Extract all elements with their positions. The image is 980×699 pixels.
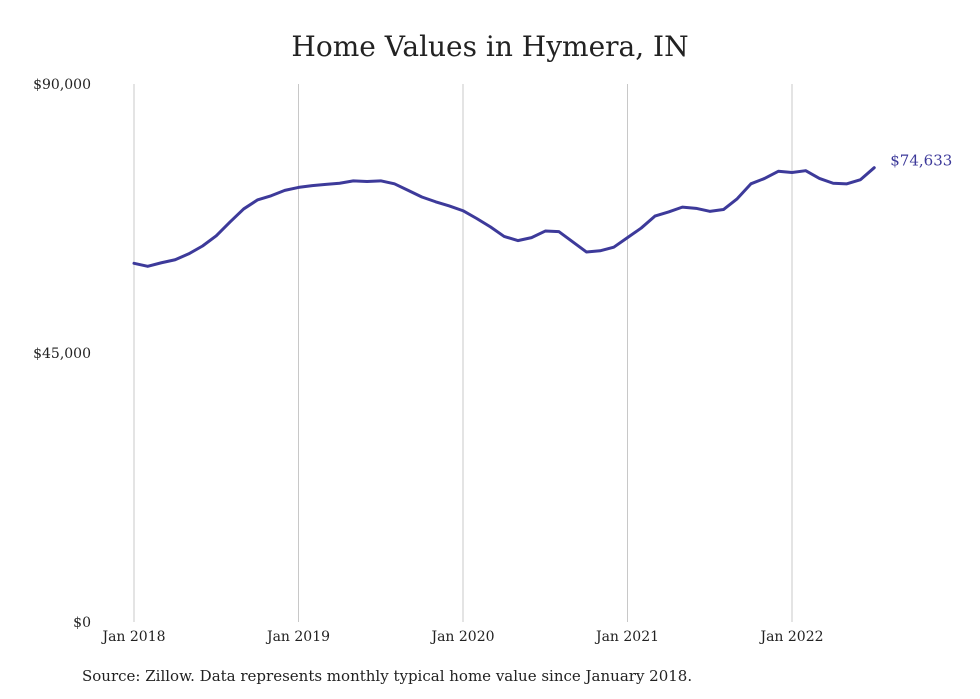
x-tick-label: Jan 2020 (429, 629, 494, 645)
x-axis-ticks: Jan 2018 Jan 2019 Jan 2020 Jan 2021 Jan 2022 (100, 629, 823, 645)
series-line (132, 166, 876, 268)
chart-title: Home Values in Hymera, IN (291, 30, 689, 63)
y-tick-label: $0 (73, 615, 91, 631)
x-tick-label: Jan 2018 (100, 629, 165, 645)
x-tick-label: Jan 2019 (265, 629, 330, 645)
source-note: Source: Zillow. Data represents monthly … (82, 667, 693, 685)
y-axis-ticks: $0 $45,000 $90,000 (33, 77, 91, 631)
y-tick-label: $90,000 (33, 77, 91, 93)
grid-lines (133, 84, 793, 622)
end-value-label: $74,633 (890, 152, 952, 170)
x-tick-label: Jan 2021 (594, 629, 659, 645)
x-tick-label: Jan 2022 (758, 629, 823, 645)
y-tick-label: $45,000 (33, 346, 91, 362)
